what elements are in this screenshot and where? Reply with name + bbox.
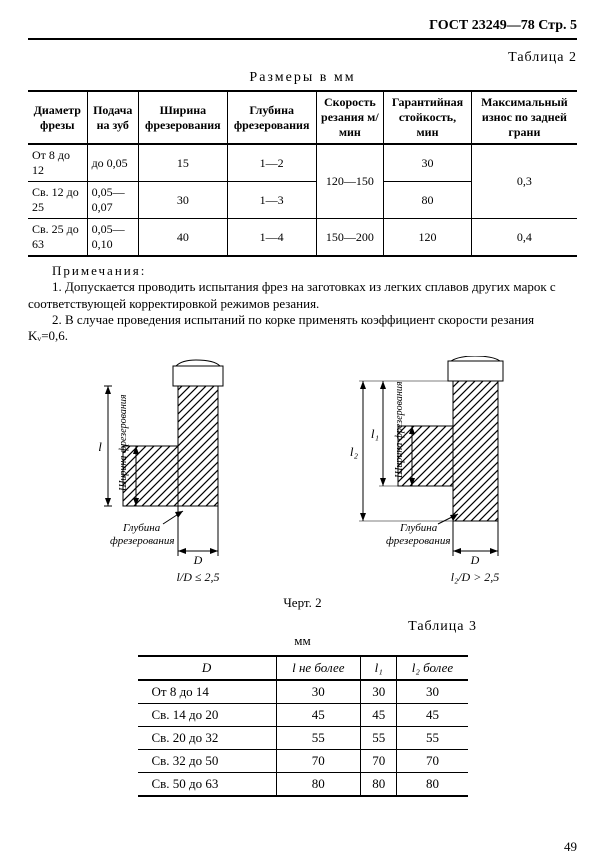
table2-col-width: Ширина фрезерования — [138, 91, 227, 144]
note-1: 1. Допускается проводить испытания фрез … — [28, 279, 577, 312]
diagram-right-l1-label: l₁ — [370, 426, 378, 441]
cell: От 8 до 14 — [138, 680, 277, 704]
table3-col-d: D — [138, 656, 277, 680]
cell: 120—150 — [316, 144, 384, 219]
header-standard: ГОСТ 23249—78 Стр. 5 — [28, 18, 577, 34]
table2-caption: Таблица 2 — [28, 50, 577, 66]
cell: От 8 до 12 — [28, 144, 87, 182]
table3-header-row: D l не более l₁ l₂ более — [138, 656, 468, 680]
diagram-right-depth-label-2: фрезерования — [386, 535, 451, 547]
cell: 45 — [361, 704, 397, 727]
cell: Св. 25 до 63 — [28, 219, 87, 257]
cell: Св. 12 до 25 — [28, 182, 87, 219]
table2-col-feed: Подача на зуб — [87, 91, 138, 144]
notes-label: Примечания: — [52, 263, 146, 278]
diagram-left-ratio: l/D ≤ 2,5 — [176, 570, 219, 584]
diagram-right-l2-label: l₂ — [349, 444, 358, 459]
table-row: Св. 25 до 63 0,05—0,10 40 1—4 150—200 12… — [28, 219, 577, 257]
table-row: Св. 50 до 63 80 80 80 — [138, 773, 468, 797]
table-row: Св. 32 до 50 70 70 70 — [138, 750, 468, 773]
cell: 80 — [276, 773, 360, 797]
table3-unit: мм — [28, 633, 577, 649]
diagram-right-ratio: l₂/D > 2,5 — [450, 570, 499, 584]
diagram-right-width-label: Ширина фрезерования — [394, 381, 405, 479]
header-rule — [28, 38, 577, 40]
cell: 0,3 — [471, 144, 577, 219]
diagram-left: l Ширина фрезерования Глубина фрезерован… — [68, 356, 268, 591]
cell: 1—2 — [227, 144, 316, 182]
table2-col-speed: Скорость резания м/мин — [316, 91, 384, 144]
cell: 70 — [361, 750, 397, 773]
table2-header-row: Диаметр фрезы Подача на зуб Ширина фрезе… — [28, 91, 577, 144]
table2-title: Размеры в мм — [28, 70, 577, 86]
notes-block: Примечания: 1. Допускается проводить исп… — [28, 263, 577, 344]
table-row: Св. 14 до 20 45 45 45 — [138, 704, 468, 727]
cell: 45 — [276, 704, 360, 727]
cell: 30 — [397, 680, 468, 704]
cell: 55 — [276, 727, 360, 750]
cell: 15 — [138, 144, 227, 182]
cell: 30 — [384, 144, 472, 182]
table-row: От 8 до 14 30 30 30 — [138, 680, 468, 704]
diagram-row: l Ширина фрезерования Глубина фрезерован… — [28, 356, 577, 591]
cell: 0,05—0,10 — [87, 219, 138, 257]
cell: 70 — [276, 750, 360, 773]
cell: 80 — [397, 773, 468, 797]
diagram-left-depth-label-2: фрезерования — [110, 535, 175, 547]
table3: D l не более l₁ l₂ более От 8 до 14 30 3… — [138, 655, 468, 797]
diagram-caption: Черт. 2 — [28, 595, 577, 611]
cell: 55 — [361, 727, 397, 750]
table3-col-l: l не более — [276, 656, 360, 680]
diagram-left-depth-label-1: Глубина — [122, 522, 161, 534]
cell: Св. 20 до 32 — [138, 727, 277, 750]
cell: 80 — [361, 773, 397, 797]
cell: Св. 32 до 50 — [138, 750, 277, 773]
table2-col-depth: Глубина фрезерования — [227, 91, 316, 144]
cell: 30 — [361, 680, 397, 704]
diagram-right: l₂ l₁ Ширина фрезерования Глубина фрезер… — [308, 356, 538, 591]
table2-col-life: Гарантийная стойкость, мин — [384, 91, 472, 144]
cell: 30 — [276, 680, 360, 704]
cell: 70 — [397, 750, 468, 773]
cell: 30 — [138, 182, 227, 219]
cell: 0,05—0,07 — [87, 182, 138, 219]
page-number: 49 — [564, 839, 577, 855]
table2-col-wear: Максимальный износ по задней грани — [471, 91, 577, 144]
table3-col-l1: l₁ — [361, 656, 397, 680]
cell: 0,4 — [471, 219, 577, 257]
cell: до 0,05 — [87, 144, 138, 182]
cell: Св. 50 до 63 — [138, 773, 277, 797]
cell: 1—4 — [227, 219, 316, 257]
cell: 40 — [138, 219, 227, 257]
table-row: От 8 до 12 до 0,05 15 1—2 120—150 30 0,3 — [28, 144, 577, 182]
cell: 55 — [397, 727, 468, 750]
note-2: 2. В случае проведения испытаний по корк… — [28, 312, 577, 345]
cell: 120 — [384, 219, 472, 257]
table2: Диаметр фрезы Подача на зуб Ширина фрезе… — [28, 90, 577, 257]
diagram-right-depth-label-1: Глубина — [399, 522, 438, 534]
cell: 80 — [384, 182, 472, 219]
table3-col-l2: l₂ более — [397, 656, 468, 680]
table-row: Св. 20 до 32 55 55 55 — [138, 727, 468, 750]
diagram-left-l-label: l — [98, 439, 102, 454]
diagram-left-d-label: D — [192, 553, 202, 567]
diagram-right-d-label: D — [469, 553, 479, 567]
cell: 45 — [397, 704, 468, 727]
diagram-left-width-label: Ширина фрезерования — [118, 394, 129, 492]
cell: Св. 14 до 20 — [138, 704, 277, 727]
cell: 150—200 — [316, 219, 384, 257]
cell: 1—3 — [227, 182, 316, 219]
table2-col-diam: Диаметр фрезы — [28, 91, 87, 144]
